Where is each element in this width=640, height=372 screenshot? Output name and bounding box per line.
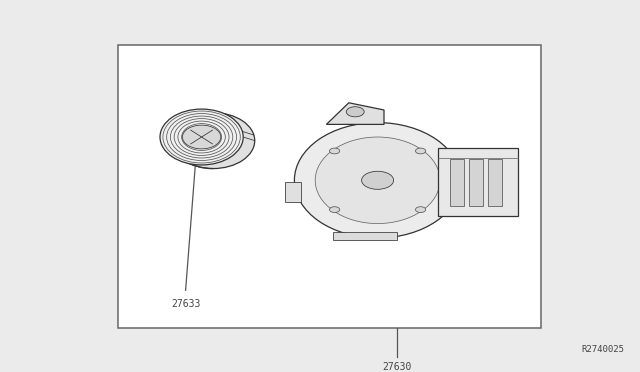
Bar — [118, 45, 541, 328]
Text: 27630: 27630 — [382, 362, 412, 372]
Circle shape — [330, 148, 340, 154]
Circle shape — [330, 207, 340, 212]
Bar — [285, 182, 301, 202]
Circle shape — [346, 107, 364, 117]
Circle shape — [415, 148, 426, 154]
Circle shape — [362, 171, 394, 189]
Circle shape — [415, 207, 426, 212]
Ellipse shape — [315, 137, 440, 224]
Bar — [450, 158, 464, 205]
Ellipse shape — [160, 109, 243, 165]
Ellipse shape — [182, 125, 221, 149]
Bar — [438, 148, 518, 217]
Text: 27633: 27633 — [171, 299, 200, 309]
Bar — [333, 232, 397, 240]
Polygon shape — [326, 103, 384, 124]
Ellipse shape — [294, 123, 461, 238]
Ellipse shape — [172, 113, 255, 169]
Bar — [488, 158, 502, 205]
Bar — [469, 158, 483, 205]
Text: R2740025: R2740025 — [581, 345, 624, 354]
